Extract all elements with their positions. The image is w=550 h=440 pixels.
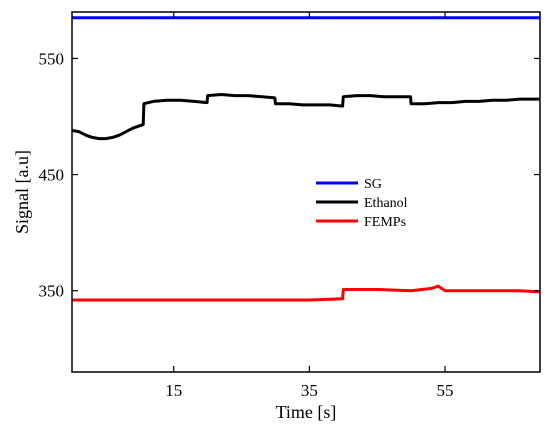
x-tick-label: 15 [165, 381, 182, 400]
legend-label-femps: FEMPs [364, 215, 406, 230]
legend-label-ethanol: Ethanol [364, 196, 408, 211]
y-axis-label: Signal [a.u] [12, 150, 32, 234]
legend: SG Ethanol FEMPs [316, 177, 408, 230]
y-tick-label: 350 [39, 282, 65, 301]
ticks-layer: 15 35 55 350 450 550 [39, 12, 540, 400]
x-tick-label: 55 [437, 381, 454, 400]
y-tick-label: 450 [39, 166, 65, 185]
series-line-ethanol [71, 93, 540, 141]
series-layer [71, 16, 541, 302]
x-axis-label: Time [s] [276, 402, 337, 422]
x-tick-label: 35 [301, 381, 318, 400]
y-tick-label: 550 [39, 49, 65, 68]
series-line-femps [72, 284, 541, 302]
plot-frame [71, 11, 541, 373]
legend-label-sg: SG [364, 177, 382, 192]
